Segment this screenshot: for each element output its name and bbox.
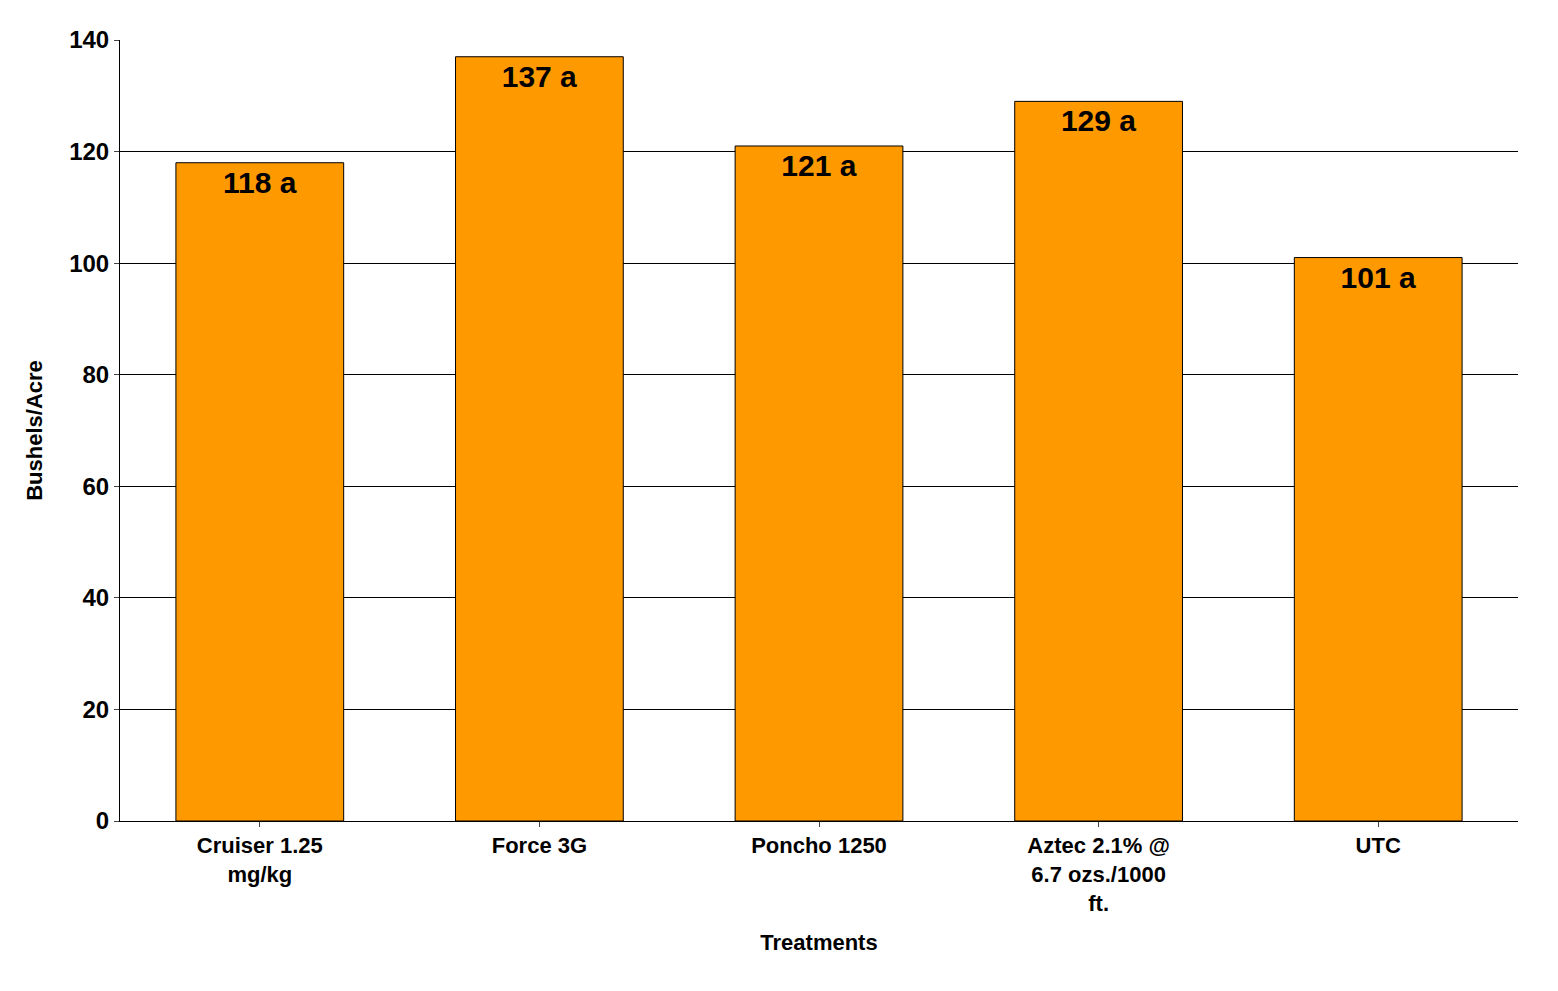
svg-text:140: 140: [69, 26, 109, 53]
svg-text:Treatments: Treatments: [760, 930, 877, 955]
svg-text:137 a: 137 a: [502, 60, 577, 93]
svg-text:121 a: 121 a: [781, 149, 856, 182]
svg-text:120: 120: [69, 138, 109, 165]
svg-text:Cruiser 1.25mg/kg: Cruiser 1.25mg/kg: [197, 833, 323, 887]
svg-text:129 a: 129 a: [1061, 104, 1136, 137]
svg-text:Aztec 2.1% @6.7 ozs./1000ft.: Aztec 2.1% @6.7 ozs./1000ft.: [1027, 833, 1170, 915]
svg-text:Force 3G: Force 3G: [492, 833, 587, 858]
svg-text:101 a: 101 a: [1341, 261, 1416, 294]
svg-text:40: 40: [82, 584, 109, 611]
svg-text:20: 20: [82, 696, 109, 723]
svg-text:80: 80: [82, 361, 109, 388]
svg-text:UTC: UTC: [1356, 833, 1401, 858]
svg-text:Bushels/Acre: Bushels/Acre: [22, 360, 47, 501]
svg-text:100: 100: [69, 250, 109, 277]
svg-text:60: 60: [82, 473, 109, 500]
svg-text:Poncho 1250: Poncho 1250: [751, 833, 887, 858]
svg-text:118 a: 118 a: [223, 166, 297, 199]
svg-text:0: 0: [96, 807, 109, 834]
